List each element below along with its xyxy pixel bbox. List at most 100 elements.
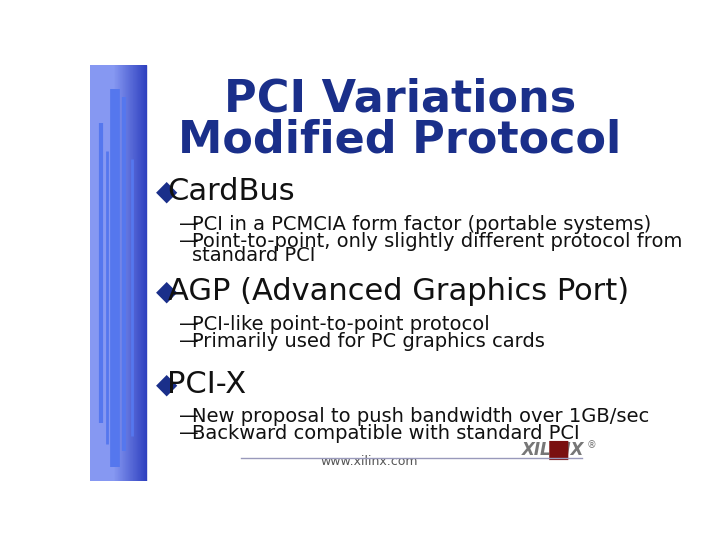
Bar [90,65,135,481]
Bar [90,65,126,481]
Text: PCI in a PCMCIA form factor (portable systems): PCI in a PCMCIA form factor (portable sy… [192,215,652,234]
Bar [90,65,114,481]
Bar [90,65,115,481]
Bar [90,65,144,481]
Bar [90,65,143,481]
Bar [90,65,140,481]
Bar [90,65,135,481]
Bar [90,65,113,481]
Bar [90,65,113,481]
Bar [90,65,136,481]
Bar [90,65,126,481]
Bar [90,65,132,481]
Bar [90,65,128,481]
Bar [90,65,114,481]
Bar [90,65,142,481]
Bar [90,65,125,481]
Text: —: — [179,424,199,443]
Bar [90,65,118,481]
Bar [90,65,131,481]
Bar [90,65,114,481]
Bar [90,65,114,481]
Bar [90,65,122,481]
Bar [90,65,119,481]
Text: ◆: ◆ [156,178,177,206]
Bar [90,65,134,481]
Bar [90,65,118,481]
Text: PCI-like point-to-point protocol: PCI-like point-to-point protocol [192,315,490,334]
Bar [90,65,140,481]
Bar [90,65,121,481]
Bar [90,65,125,481]
Text: CardBus: CardBus [168,177,295,206]
Bar [90,65,132,481]
Bar [90,65,122,481]
Bar [90,65,124,481]
Bar [90,65,143,481]
Bar [90,65,124,481]
Text: Point-to-point, only slightly different protocol from: Point-to-point, only slightly different … [192,232,683,251]
Text: XILINX: XILINX [522,441,585,459]
Bar [90,65,141,481]
Bar [90,65,141,481]
Bar [90,65,127,481]
Bar [90,65,129,481]
Bar [90,65,136,481]
Bar [90,65,116,481]
Bar [90,65,117,481]
Bar [90,65,116,481]
Text: —: — [179,315,199,334]
Text: —: — [179,215,199,234]
Bar [90,65,127,481]
Bar [90,65,120,481]
Text: New proposal to push bandwidth over 1GB/sec: New proposal to push bandwidth over 1GB/… [192,408,649,427]
Bar [90,65,123,481]
Bar [90,65,120,481]
Bar [90,65,131,481]
Text: —: — [179,408,199,427]
Bar [90,65,134,481]
Bar [90,65,138,481]
Text: PCI Variations: PCI Variations [224,77,576,120]
Bar [90,65,137,481]
Bar [90,65,145,481]
Bar [90,65,130,481]
Bar [90,65,130,481]
Bar [90,65,125,481]
Text: Backward compatible with standard PCI: Backward compatible with standard PCI [192,424,580,443]
Bar [90,65,139,481]
Bar [90,65,137,481]
Bar [90,65,122,481]
Text: standard PCI: standard PCI [192,246,315,265]
Text: ◆: ◆ [156,370,177,399]
Text: —: — [179,332,199,351]
Text: PCI-X: PCI-X [168,370,247,399]
Text: Primarily used for PC graphics cards: Primarily used for PC graphics cards [192,332,545,351]
Text: ■: ■ [546,438,570,462]
Bar [90,65,133,481]
Text: ◆: ◆ [156,278,177,306]
Bar [90,65,139,481]
Text: Modified Protocol: Modified Protocol [179,118,621,161]
Bar [90,65,140,481]
Bar [90,65,145,481]
Bar [90,65,145,481]
Bar [90,65,121,481]
Bar [90,65,123,481]
Text: ®: ® [587,440,597,450]
Bar [90,65,138,481]
Bar [90,65,132,481]
Bar [90,65,143,481]
Bar [90,65,135,481]
Bar [90,65,127,481]
Bar [90,65,144,481]
Text: www.xilinx.com: www.xilinx.com [320,455,418,468]
Bar [90,65,119,481]
Bar [90,65,129,481]
Bar [90,65,138,481]
Bar [90,65,130,481]
Bar [90,65,117,481]
Bar [90,65,132,481]
Bar [90,65,120,481]
Bar [90,65,145,481]
